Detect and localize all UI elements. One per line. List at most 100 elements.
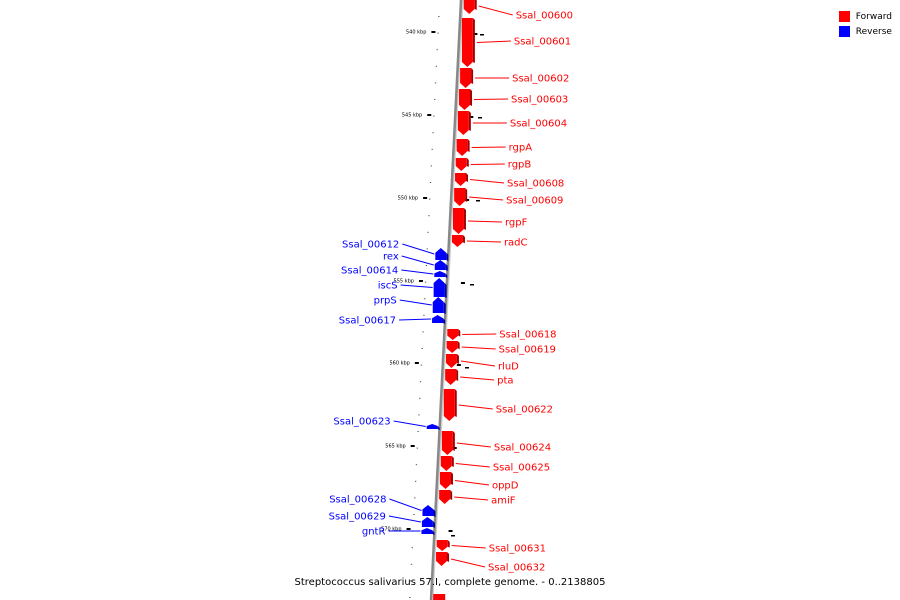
gene-shade-ssal-00618 (458, 329, 461, 337)
minor-tick (424, 281, 427, 283)
tick-mark (418, 280, 423, 282)
leader-pta (460, 376, 495, 381)
leader-rgpa (471, 146, 506, 148)
minor-tick (409, 580, 412, 582)
gene-label-ssal-00629: Ssal_00629 (329, 512, 386, 523)
gene-ssal-00608 (455, 173, 467, 186)
leader-ssal-00603 (474, 98, 509, 100)
gene-shade-ssal-00600 (474, 0, 477, 10)
tick-mark (410, 445, 415, 447)
tick-mark (414, 362, 419, 364)
gene-partial-bottom (433, 594, 446, 600)
minor-tick (427, 231, 429, 233)
gene-ssal-00609 (454, 188, 466, 206)
marker-dash (480, 34, 484, 36)
gene-shade-rgpa (467, 139, 470, 152)
gene-label-ssal-00600: Ssal_00600 (516, 11, 573, 22)
gene-label-radc: radC (504, 238, 528, 249)
gene-shade-ssal-00609 (465, 188, 468, 202)
gene-ssal-00617 (432, 315, 444, 323)
gene-shade-ssal-00604 (468, 111, 471, 131)
minor-tick (435, 65, 438, 67)
tick-label: 565 kbp (385, 444, 405, 450)
minor-tick (424, 298, 426, 300)
leader-ssal-00601 (476, 40, 511, 43)
minor-tick (438, 16, 440, 17)
backbone-shadow (431, 0, 464, 600)
gene-label-ssal-00619: Ssal_00619 (499, 345, 556, 356)
minor-tick (423, 314, 425, 316)
gene-shade-ssal-00623 (437, 426, 440, 430)
gene-iscs (433, 278, 445, 297)
gene-shade-ssal-00614 (445, 273, 448, 278)
minor-tick (410, 563, 413, 565)
reverse-swatch (838, 26, 850, 37)
marker-dash (451, 535, 455, 537)
gene-shade-ssal-00622 (454, 389, 457, 417)
minor-tick (430, 165, 433, 167)
legend-item-forward: Forward (838, 9, 892, 24)
minor-tick (409, 597, 411, 598)
gene-ssal-00612 (435, 248, 447, 260)
tick-mark (431, 31, 436, 33)
minor-tick (426, 248, 428, 250)
gene-label-ssal-00623: Ssal_00623 (333, 417, 390, 428)
gene-shade-ssal-00603 (470, 89, 473, 106)
tick-label: 540 kbp (406, 30, 426, 36)
leader-ssal-00625 (455, 463, 490, 468)
minor-tick (431, 148, 433, 150)
gene-shade-oppd (450, 472, 453, 485)
tick-mark (406, 528, 411, 530)
leader-radc (466, 240, 501, 243)
minor-tick (422, 331, 424, 333)
minor-tick (421, 348, 423, 349)
tick-label: 545 kbp (402, 113, 422, 119)
gene-label-ssal-00631: Ssal_00631 (489, 544, 546, 555)
gene-shade-ssal-00608 (466, 173, 469, 182)
leader-rgpb (470, 163, 505, 165)
marker-dash (478, 117, 482, 119)
leader-ssal-00629 (388, 515, 421, 523)
gene-ssal-00600 (463, 0, 475, 14)
leader-ssal-00614 (401, 269, 434, 275)
gene-shade-ssal-00628 (433, 509, 436, 517)
gene-ssal-00624 (441, 431, 453, 455)
leader-rgpf (467, 220, 502, 223)
minor-tick (433, 115, 435, 117)
gene-shade-gntr (432, 530, 435, 535)
gene-rgpb (455, 158, 467, 171)
gene-radc (451, 235, 463, 247)
gene-label-gntr: gntR (362, 527, 386, 538)
genome-caption: Streptococcus salivarius 57.I, complete … (294, 577, 606, 588)
minor-tick (415, 464, 418, 466)
minor-tick (420, 364, 423, 366)
legend-label-forward: Forward (855, 11, 892, 22)
tick-mark (427, 114, 432, 116)
tick-label: 550 kbp (398, 196, 418, 202)
leader-prps (399, 299, 432, 306)
minor-tick (418, 414, 420, 416)
leader-amif (454, 496, 489, 501)
gene-shade-ssal-00629 (432, 521, 435, 528)
gene-shade-ssal-00632 (447, 552, 450, 562)
gene-label-rgpb: rgpB (508, 160, 532, 171)
tick-label: 560 kbp (389, 361, 409, 367)
legend-label-reverse: Reverse (855, 26, 892, 37)
gene-rlud (445, 354, 457, 368)
leader-ssal-00624 (456, 442, 491, 448)
minor-tick (429, 198, 431, 200)
gene-shade-ssal-00617 (443, 318, 446, 324)
minor-tick (434, 82, 437, 84)
gene-label-ssal-00618: Ssal_00618 (499, 330, 556, 341)
gene-label-rex: rex (383, 252, 399, 263)
gene-label-ssal-00603: Ssal_00603 (511, 95, 568, 106)
gene-ssal-00623 (426, 424, 438, 429)
leader-ssal-00609 (469, 196, 504, 201)
marker-dash (465, 367, 469, 369)
gene-shade-radc (462, 235, 465, 244)
gene-ssal-00632 (436, 552, 448, 566)
gene-pta (445, 369, 457, 385)
minor-tick (414, 497, 416, 499)
gene-shade-rex (445, 264, 448, 271)
